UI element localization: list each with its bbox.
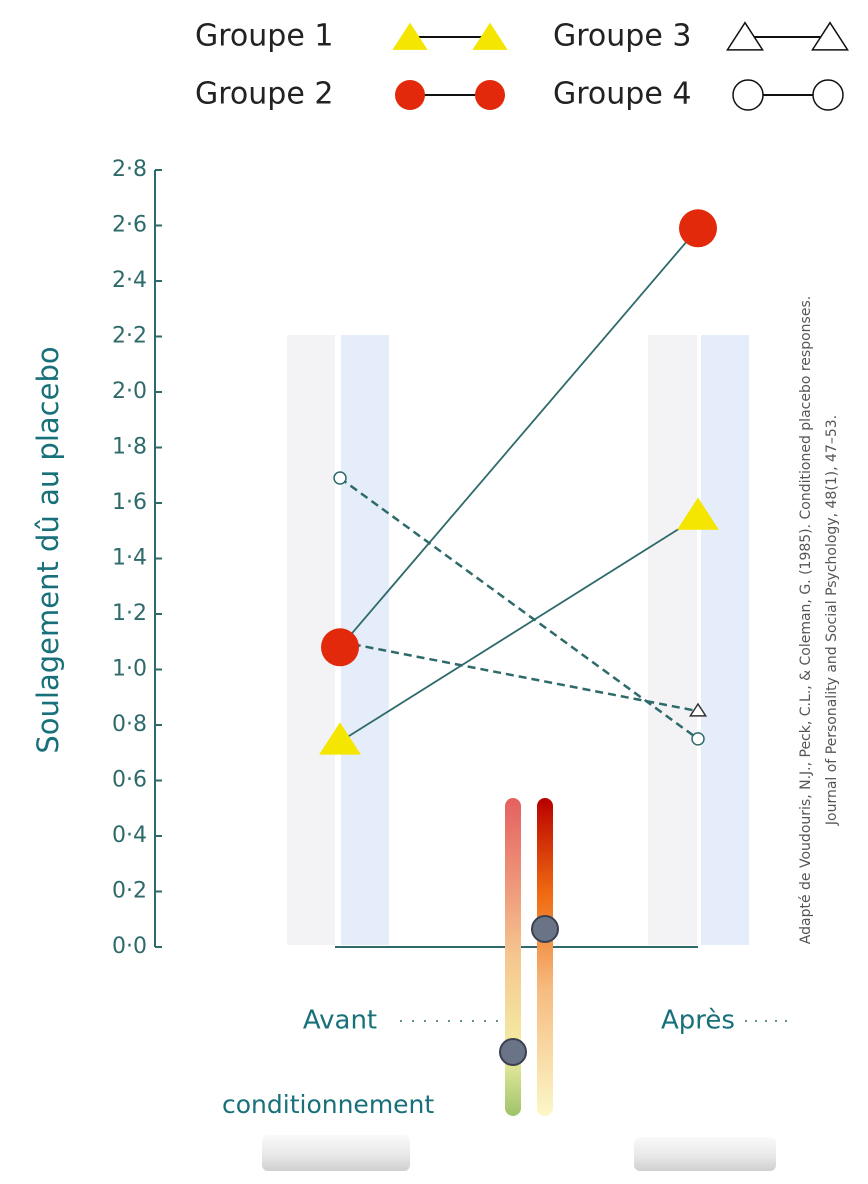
legend-marker — [395, 80, 425, 110]
legend-marker — [392, 22, 428, 50]
legend-label: Groupe 3 — [553, 19, 691, 54]
y-tick-label: 1·8 — [112, 435, 147, 460]
x-tick-label: Avant — [303, 1006, 377, 1036]
marker — [321, 628, 359, 667]
marker — [691, 732, 705, 746]
series-line — [339, 516, 699, 743]
y-tick-label: 2·4 — [112, 268, 147, 293]
legend-marker — [811, 21, 849, 51]
y-tick-label: 2·2 — [112, 324, 147, 349]
y-tick-label: 0·6 — [112, 768, 147, 793]
marker — [677, 497, 719, 530]
marker — [333, 471, 347, 485]
marker — [688, 702, 708, 717]
legend-marker — [812, 79, 844, 111]
legend-marker — [472, 22, 508, 50]
source: Adapté de Voudouris, N.J., Peck, C.L., &… — [798, 296, 814, 944]
y-tick-label: 0·4 — [112, 823, 147, 848]
legend-marker — [475, 80, 505, 110]
y-tick-label: 0·0 — [112, 934, 147, 959]
legend-marker — [732, 79, 764, 111]
y-tick-label: 2·6 — [112, 213, 147, 238]
series-line — [339, 227, 699, 648]
slider-track — [537, 798, 553, 1116]
y-tick-label: 2·8 — [112, 157, 147, 182]
band — [648, 335, 697, 945]
legend-label: Groupe 4 — [553, 77, 691, 112]
y-tick-label: 2·0 — [112, 379, 147, 404]
y-tick-label: 0·8 — [112, 712, 147, 737]
y-tick-label: 1·0 — [112, 657, 147, 682]
legend-label: Groupe 1 — [195, 19, 333, 54]
y-tick-label: 0·2 — [112, 879, 147, 904]
slider-knob — [499, 1038, 527, 1066]
annotation: conditionnement — [222, 1090, 434, 1119]
source: Journal of Personality and Social Psycho… — [824, 415, 840, 826]
y-tick-label: 1·4 — [112, 546, 147, 571]
slider-track — [505, 798, 521, 1116]
legend-marker — [726, 21, 764, 51]
tube-icon — [262, 1135, 410, 1171]
plot: 0·0 0·2 0·4 0·6 0·8 1·0 1·2 1·4 1·6 1·8 2·0 2·2 2·4 2… — [112, 157, 790, 1036]
y-tick-label: 1·2 — [112, 601, 147, 626]
marker — [679, 209, 717, 248]
slider-knob — [531, 915, 559, 943]
series-line — [339, 477, 699, 740]
series-line — [339, 640, 699, 713]
band — [701, 335, 749, 945]
marker — [319, 722, 361, 755]
sliders — [499, 798, 559, 1116]
y-axis-title: Soulagement dû au placebo — [31, 346, 65, 753]
y-tick-label: 1·6 — [112, 490, 147, 515]
tube-icon — [634, 1137, 776, 1171]
legend-label: Groupe 2 — [195, 77, 333, 112]
x-tick-label: Après — [661, 1006, 735, 1036]
